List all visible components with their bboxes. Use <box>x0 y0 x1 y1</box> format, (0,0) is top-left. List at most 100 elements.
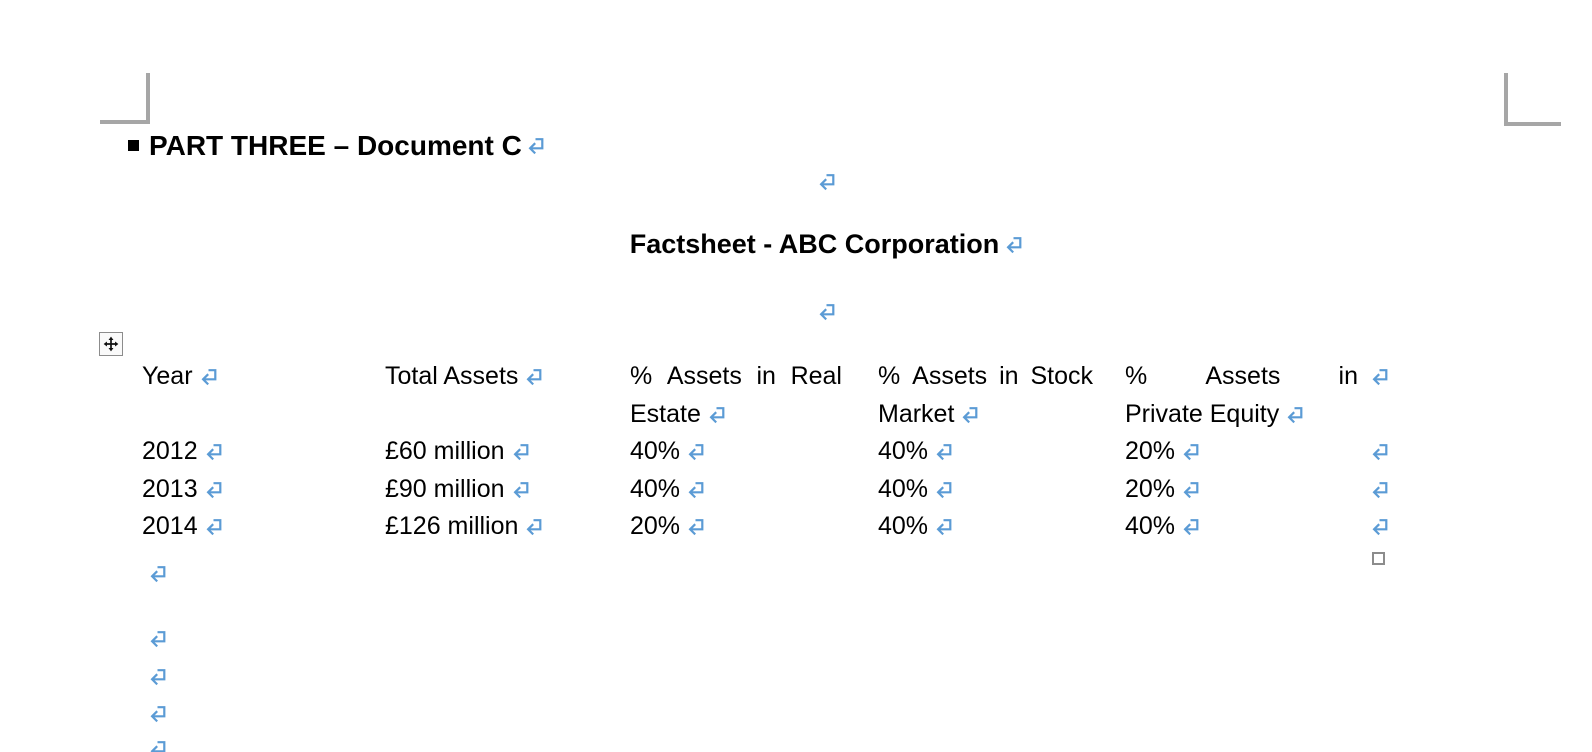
header-word: in <box>999 362 1019 391</box>
cell-text: 40% <box>878 474 929 503</box>
line-break-mark-icon <box>205 517 224 536</box>
line-break-mark-icon <box>149 667 168 686</box>
line-break-mark-icon <box>527 136 546 155</box>
line-break-mark-icon <box>525 517 544 536</box>
cell-text: 40% <box>1125 512 1176 541</box>
table-cell[interactable]: 40% <box>630 471 878 509</box>
table-cell[interactable]: 40% <box>878 433 1125 471</box>
header-word: Assets <box>912 362 988 391</box>
line-break-mark-icon <box>961 405 980 424</box>
header-line: % Assets in Real <box>630 358 842 396</box>
cell-text: 20% <box>630 512 681 541</box>
line-break-mark-icon <box>935 517 954 536</box>
margin-crop-mark-top-right <box>1504 122 1561 126</box>
empty-paragraph <box>149 738 168 752</box>
line-break-mark-icon <box>687 517 706 536</box>
header-word: in <box>1338 362 1358 391</box>
header-line: Year <box>142 358 385 396</box>
table-cell[interactable]: 20% <box>1125 471 1371 509</box>
margin-crop-mark-top-left <box>146 73 150 124</box>
cell-text: 40% <box>878 512 929 541</box>
table-cell[interactable]: 40% <box>878 471 1125 509</box>
header-line: % Assets in Stock <box>878 358 1093 396</box>
cell-text: 40% <box>630 474 681 503</box>
empty-paragraph <box>148 301 1506 321</box>
header-text: Year <box>142 362 193 391</box>
line-break-mark-icon <box>512 480 531 499</box>
document-title[interactable]: Factsheet - ABC Corporation <box>629 228 1000 259</box>
line-break-mark-icon <box>149 564 168 583</box>
heading-text[interactable]: PART THREE – Document C <box>149 129 522 161</box>
line-break-mark-icon <box>687 442 706 461</box>
table-header-cell[interactable]: % Assets in Stock Market <box>878 358 1125 433</box>
cell-text: 2013 <box>142 474 198 503</box>
table-cell[interactable]: £90 million <box>385 471 630 509</box>
header-line: % Assets in <box>1125 358 1358 396</box>
table-cell[interactable]: 40% <box>1125 508 1371 546</box>
header-word: Assets <box>666 362 742 391</box>
line-break-mark-icon <box>687 480 706 499</box>
table-cell[interactable]: 2014 <box>142 508 385 546</box>
move-cross-icon <box>103 336 119 352</box>
cell-text: £90 million <box>385 474 505 503</box>
table-cell[interactable]: 40% <box>878 508 1125 546</box>
line-break-mark-icon <box>200 367 219 386</box>
header-word: % <box>1125 362 1148 391</box>
line-break-mark-icon <box>1182 480 1201 499</box>
header-line: Estate <box>630 396 878 434</box>
table-row: 2014 £126 million 20% 40% 40% <box>142 508 1393 546</box>
margin-crop-mark-top-right <box>1504 73 1508 126</box>
table-cell[interactable]: £126 million <box>385 508 630 546</box>
table-cell[interactable]: 20% <box>630 508 878 546</box>
header-text: Private Equity <box>1125 399 1280 428</box>
table-header-cell[interactable]: % Assets in Real Estate <box>630 358 878 433</box>
table-move-handle[interactable] <box>99 332 123 356</box>
line-break-mark-icon <box>1005 235 1024 254</box>
empty-paragraph <box>149 563 168 583</box>
table-row: 2013 £90 million 40% 40% 20% <box>142 471 1393 509</box>
line-break-mark-icon <box>149 704 168 723</box>
header-line: Market <box>878 396 1125 434</box>
cell-text: £60 million <box>385 437 505 466</box>
part-heading[interactable]: PART THREE – Document C <box>128 130 546 161</box>
cell-text: 2012 <box>142 437 198 466</box>
line-break-mark-icon <box>205 480 224 499</box>
table-header-cell[interactable]: % Assets in Private Equity <box>1125 358 1371 433</box>
line-break-mark-icon <box>818 302 837 321</box>
table-row: 2012 £60 million 40% 40% 20% <box>142 433 1393 471</box>
cell-text: 2014 <box>142 512 198 541</box>
line-break-mark-icon <box>1371 367 1390 386</box>
line-break-mark-icon <box>935 442 954 461</box>
table-cell[interactable]: 2013 <box>142 471 385 509</box>
line-break-mark-icon <box>149 629 168 648</box>
line-break-mark-icon <box>708 405 727 424</box>
table-header-cell[interactable]: Total Assets <box>385 358 630 433</box>
line-break-mark-icon <box>1182 517 1201 536</box>
header-word: Assets <box>1205 362 1281 391</box>
factsheet-table: Year Total Assets% Assets in Real Estate% Asse… <box>142 358 1393 546</box>
cell-text: 20% <box>1125 437 1176 466</box>
header-word: Real <box>790 362 842 391</box>
table-cell[interactable]: 40% <box>630 433 878 471</box>
line-break-mark-icon <box>1371 442 1390 461</box>
header-line: Total Assets <box>385 358 630 396</box>
table-cell[interactable]: £60 million <box>385 433 630 471</box>
margin-crop-mark-top-left <box>100 120 150 124</box>
table-cell[interactable]: 20% <box>1125 433 1371 471</box>
cell-text: 40% <box>878 437 929 466</box>
line-break-mark-icon <box>1286 405 1305 424</box>
document-title-line[interactable]: Factsheet - ABC Corporation <box>148 227 1506 261</box>
table-cell[interactable]: 2012 <box>142 433 385 471</box>
line-break-mark-icon <box>818 172 837 191</box>
cell-text: £126 million <box>385 512 519 541</box>
line-break-mark-icon <box>525 367 544 386</box>
line-break-mark-icon <box>1182 442 1201 461</box>
table-header-row: Year Total Assets% Assets in Real Estate% Asse… <box>142 358 1393 433</box>
empty-paragraph <box>149 703 168 723</box>
header-text: Market <box>878 399 955 428</box>
table-resize-handle[interactable] <box>1372 552 1385 565</box>
table-header-cell[interactable]: Year <box>142 358 385 433</box>
cell-text: 20% <box>1125 474 1176 503</box>
line-break-mark-icon <box>149 739 168 752</box>
